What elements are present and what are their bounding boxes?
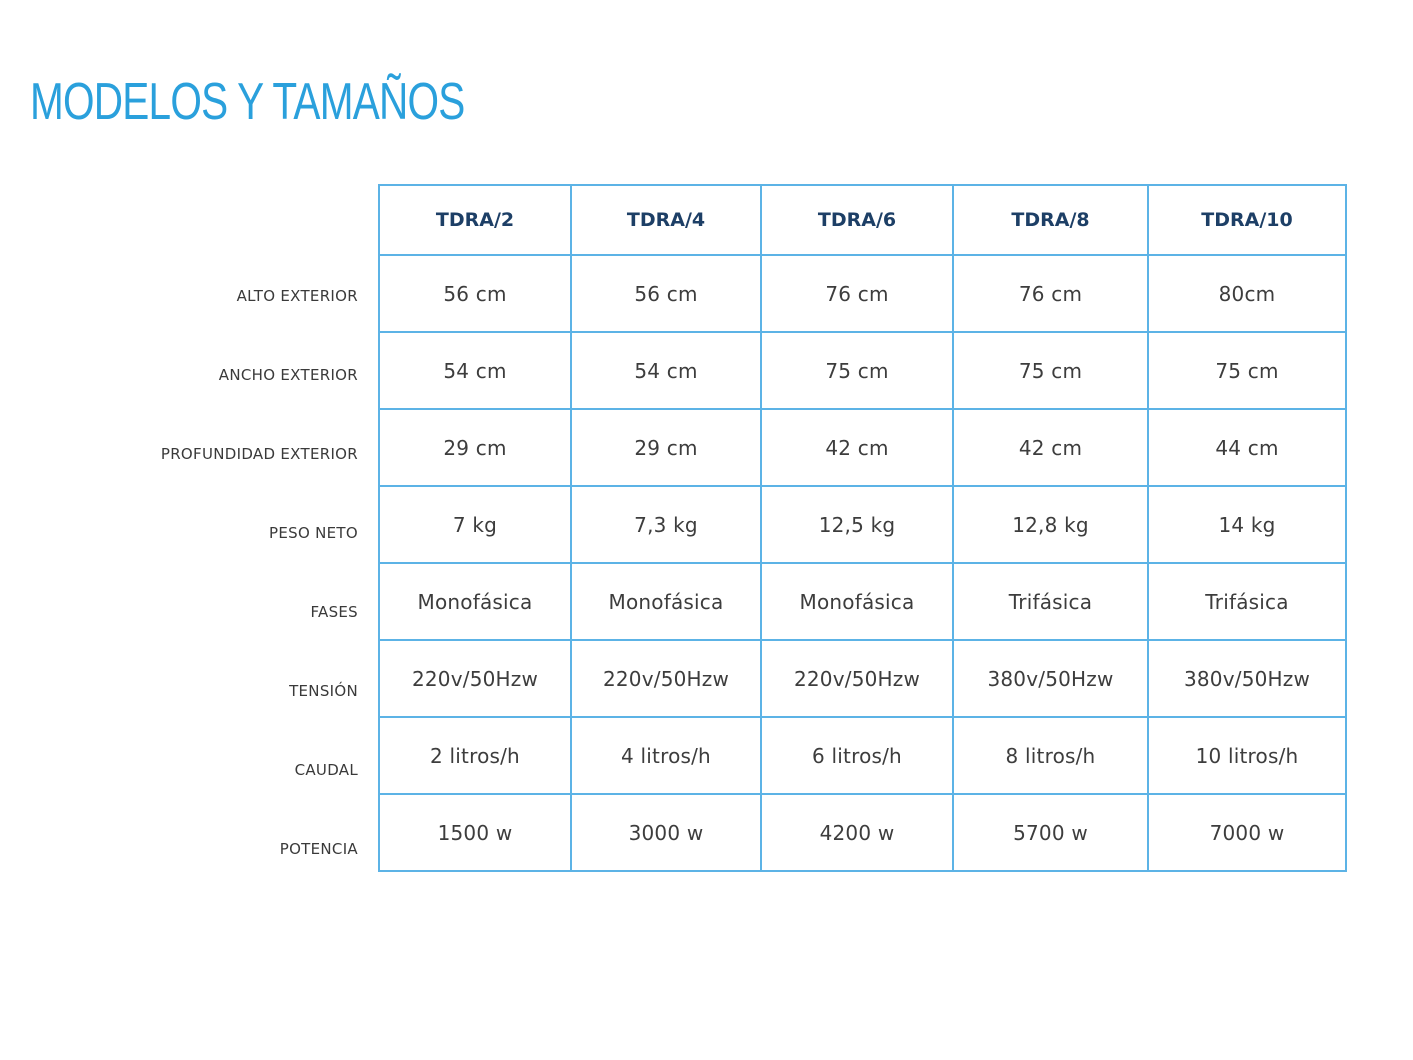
table-cell: 14 kg: [1147, 485, 1347, 564]
table-cell: 4200 w: [760, 793, 954, 872]
table-cell: 220v/50Hzw: [760, 639, 954, 718]
specs-table: TDRA/2 TDRA/4 TDRA/6 TDRA/8 TDRA/10 56 c…: [378, 184, 1347, 872]
row-label-alto-exterior: ALTO EXTERIOR: [236, 286, 358, 305]
table-cell: 42 cm: [952, 408, 1149, 487]
table-cell: 380v/50Hzw: [1147, 639, 1347, 718]
row-label-caudal: CAUDAL: [294, 760, 358, 779]
table-header-row: TDRA/2 TDRA/4 TDRA/6 TDRA/8 TDRA/10: [378, 184, 1347, 256]
table-cell: 7,3 kg: [570, 485, 762, 564]
table-cell: 2 litros/h: [378, 716, 572, 795]
table-row: 7 kg 7,3 kg 12,5 kg 12,8 kg 14 kg: [378, 485, 1347, 564]
model-header-tdra-8: TDRA/8: [952, 184, 1149, 256]
table-cell: 54 cm: [570, 331, 762, 410]
model-header-tdra-4: TDRA/4: [570, 184, 762, 256]
row-label-fases: FASES: [310, 602, 358, 621]
table-cell: 1500 w: [378, 793, 572, 872]
table-cell: 10 litros/h: [1147, 716, 1347, 795]
table-row: 56 cm 56 cm 76 cm 76 cm 80cm: [378, 254, 1347, 333]
model-header-tdra-6: TDRA/6: [760, 184, 954, 256]
table-row: 220v/50Hzw 220v/50Hzw 220v/50Hzw 380v/50…: [378, 639, 1347, 718]
table-cell: 7000 w: [1147, 793, 1347, 872]
table-cell: 8 litros/h: [952, 716, 1149, 795]
table-cell: 56 cm: [570, 254, 762, 333]
table-row: 2 litros/h 4 litros/h 6 litros/h 8 litro…: [378, 716, 1347, 795]
table-cell: 4 litros/h: [570, 716, 762, 795]
model-header-tdra-10: TDRA/10: [1147, 184, 1347, 256]
page-title: MODELOS Y TAMAÑOS: [30, 73, 465, 131]
table-cell: 75 cm: [1147, 331, 1347, 410]
table-cell: 54 cm: [378, 331, 572, 410]
table-cell: 12,5 kg: [760, 485, 954, 564]
row-label-peso-neto: PESO NETO: [269, 523, 358, 542]
row-label-ancho-exterior: ANCHO EXTERIOR: [218, 365, 358, 384]
table-cell: 380v/50Hzw: [952, 639, 1149, 718]
row-label-profundidad-exterior: PROFUNDIDAD EXTERIOR: [160, 444, 358, 463]
table-cell: 220v/50Hzw: [378, 639, 572, 718]
row-label-tension: TENSIÓN: [289, 681, 358, 700]
table-cell: 7 kg: [378, 485, 572, 564]
table-cell: Trifásica: [952, 562, 1149, 641]
table-cell: 76 cm: [760, 254, 954, 333]
table-cell: 80cm: [1147, 254, 1347, 333]
table-cell: 44 cm: [1147, 408, 1347, 487]
row-labels: ALTO EXTERIOR ANCHO EXTERIOR PROFUNDIDAD…: [0, 256, 358, 888]
table-cell: 12,8 kg: [952, 485, 1149, 564]
table-cell: 5700 w: [952, 793, 1149, 872]
table-row: 29 cm 29 cm 42 cm 42 cm 44 cm: [378, 408, 1347, 487]
row-label-potencia: POTENCIA: [279, 839, 358, 858]
table-cell: 29 cm: [378, 408, 572, 487]
table-row: 1500 w 3000 w 4200 w 5700 w 7000 w: [378, 793, 1347, 872]
table-cell: 76 cm: [952, 254, 1149, 333]
table-cell: Monofásica: [570, 562, 762, 641]
table-cell: 6 litros/h: [760, 716, 954, 795]
table-cell: 75 cm: [952, 331, 1149, 410]
table-cell: 220v/50Hzw: [570, 639, 762, 718]
table-cell: Monofásica: [378, 562, 572, 641]
table-row: Monofásica Monofásica Monofásica Trifási…: [378, 562, 1347, 641]
table-cell: 75 cm: [760, 331, 954, 410]
table-row: 54 cm 54 cm 75 cm 75 cm 75 cm: [378, 331, 1347, 410]
model-header-tdra-2: TDRA/2: [378, 184, 572, 256]
table-cell: 3000 w: [570, 793, 762, 872]
table-cell: Trifásica: [1147, 562, 1347, 641]
table-cell: Monofásica: [760, 562, 954, 641]
table-cell: 29 cm: [570, 408, 762, 487]
table-cell: 56 cm: [378, 254, 572, 333]
table-cell: 42 cm: [760, 408, 954, 487]
